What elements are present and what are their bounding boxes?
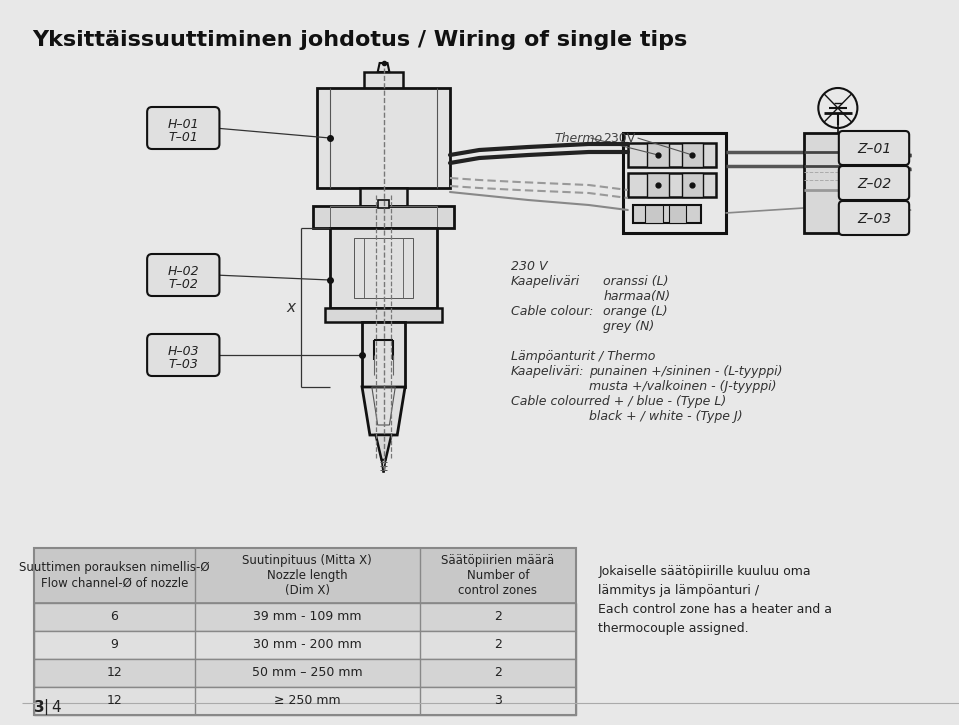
Text: 12: 12 <box>106 666 123 679</box>
Bar <box>34 687 576 715</box>
Bar <box>34 548 576 715</box>
Text: T–03: T–03 <box>169 357 199 370</box>
Bar <box>361 188 407 206</box>
Text: Suuttimen porauksen nimellis-Ø
Flow channel-Ø of nozzle: Suuttimen porauksen nimellis-Ø Flow chan… <box>19 561 210 589</box>
Text: 12: 12 <box>106 695 123 708</box>
Bar <box>34 659 576 687</box>
FancyBboxPatch shape <box>147 107 220 149</box>
Text: Thermo: Thermo <box>554 131 602 144</box>
Text: Kaapeliväri:: Kaapeliväri: <box>510 365 584 378</box>
FancyBboxPatch shape <box>147 334 220 376</box>
Bar <box>364 72 403 90</box>
Bar <box>633 205 701 223</box>
Text: 3: 3 <box>34 700 44 715</box>
Text: 230 V: 230 V <box>510 260 547 273</box>
Text: musta +/valkoinen - (J-tyyppi): musta +/valkoinen - (J-tyyppi) <box>589 380 776 393</box>
Text: ≥ 250 mm: ≥ 250 mm <box>274 695 340 708</box>
Bar <box>330 228 437 308</box>
Text: black + / white - (Type J): black + / white - (Type J) <box>589 410 742 423</box>
Text: 50 mm – 250 mm: 50 mm – 250 mm <box>252 666 363 679</box>
Text: T–01: T–01 <box>169 130 199 144</box>
Polygon shape <box>378 63 389 72</box>
Text: harmaa(N): harmaa(N) <box>603 290 670 303</box>
Bar <box>317 88 450 188</box>
Text: Cable colour:: Cable colour: <box>510 395 593 408</box>
Text: 9: 9 <box>110 639 118 652</box>
Text: 3: 3 <box>494 695 502 708</box>
Text: orange (L): orange (L) <box>603 305 668 318</box>
Bar <box>314 206 454 228</box>
Bar <box>647 173 668 197</box>
Text: Jokaiselle säätöpiirille kuuluu oma
lämmitys ja lämpöanturi /
Each control zone : Jokaiselle säätöpiirille kuuluu oma lämm… <box>598 565 832 635</box>
Text: x: x <box>287 299 295 315</box>
Bar <box>628 173 715 197</box>
Bar <box>628 143 715 167</box>
Text: 4: 4 <box>52 700 61 715</box>
Text: oranssi (L): oranssi (L) <box>603 275 668 288</box>
Text: Suutinpituus (Mitta X)
Nozzle length
(Dim X): Suutinpituus (Mitta X) Nozzle length (Di… <box>243 554 372 597</box>
Text: 39 mm - 109 mm: 39 mm - 109 mm <box>253 610 362 624</box>
Text: Z–03: Z–03 <box>857 212 891 226</box>
Text: grey (N): grey (N) <box>603 320 655 333</box>
Bar <box>34 603 576 631</box>
Bar <box>668 205 687 223</box>
FancyBboxPatch shape <box>147 254 220 296</box>
Bar <box>645 205 663 223</box>
Text: H–02: H–02 <box>168 265 199 278</box>
Text: Säätöpiirien määrä
Number of
control zones: Säätöpiirien määrä Number of control zon… <box>441 554 554 597</box>
Bar <box>325 308 442 322</box>
Bar <box>354 238 413 298</box>
Bar <box>647 143 668 167</box>
Bar <box>34 548 576 603</box>
Text: 230V: 230V <box>603 131 636 144</box>
Bar <box>378 200 389 208</box>
Text: 6: 6 <box>110 610 118 624</box>
Text: Yksittäissuuttiminen johdotus / Wiring of single tips: Yksittäissuuttiminen johdotus / Wiring o… <box>32 30 687 50</box>
Bar <box>330 206 437 228</box>
FancyBboxPatch shape <box>839 131 909 165</box>
Text: Lämpöanturit / Thermo: Lämpöanturit / Thermo <box>510 350 655 363</box>
Bar <box>682 143 703 167</box>
Text: |: | <box>43 699 49 715</box>
Polygon shape <box>382 460 386 472</box>
Text: punainen +/sininen - (L-tyyppi): punainen +/sininen - (L-tyyppi) <box>589 365 783 378</box>
FancyBboxPatch shape <box>839 201 909 235</box>
Text: 2: 2 <box>494 610 502 624</box>
Bar <box>682 173 703 197</box>
Text: 2: 2 <box>494 666 502 679</box>
Text: Kaapeliväri: Kaapeliväri <box>510 275 580 288</box>
Text: 2: 2 <box>494 639 502 652</box>
Polygon shape <box>363 387 405 435</box>
Text: Cable colour:: Cable colour: <box>510 305 593 318</box>
Text: red + / blue - (Type L): red + / blue - (Type L) <box>589 395 726 408</box>
Polygon shape <box>376 435 391 460</box>
Bar <box>804 133 862 233</box>
Bar <box>363 322 405 387</box>
Text: H–03: H–03 <box>168 344 199 357</box>
Text: T–02: T–02 <box>169 278 199 291</box>
Bar <box>34 631 576 659</box>
Text: Z–01: Z–01 <box>857 142 891 156</box>
Text: 30 mm - 200 mm: 30 mm - 200 mm <box>253 639 362 652</box>
Text: H–01: H–01 <box>168 117 199 130</box>
Bar <box>623 133 726 233</box>
FancyBboxPatch shape <box>839 166 909 200</box>
Text: Z–02: Z–02 <box>857 177 891 191</box>
